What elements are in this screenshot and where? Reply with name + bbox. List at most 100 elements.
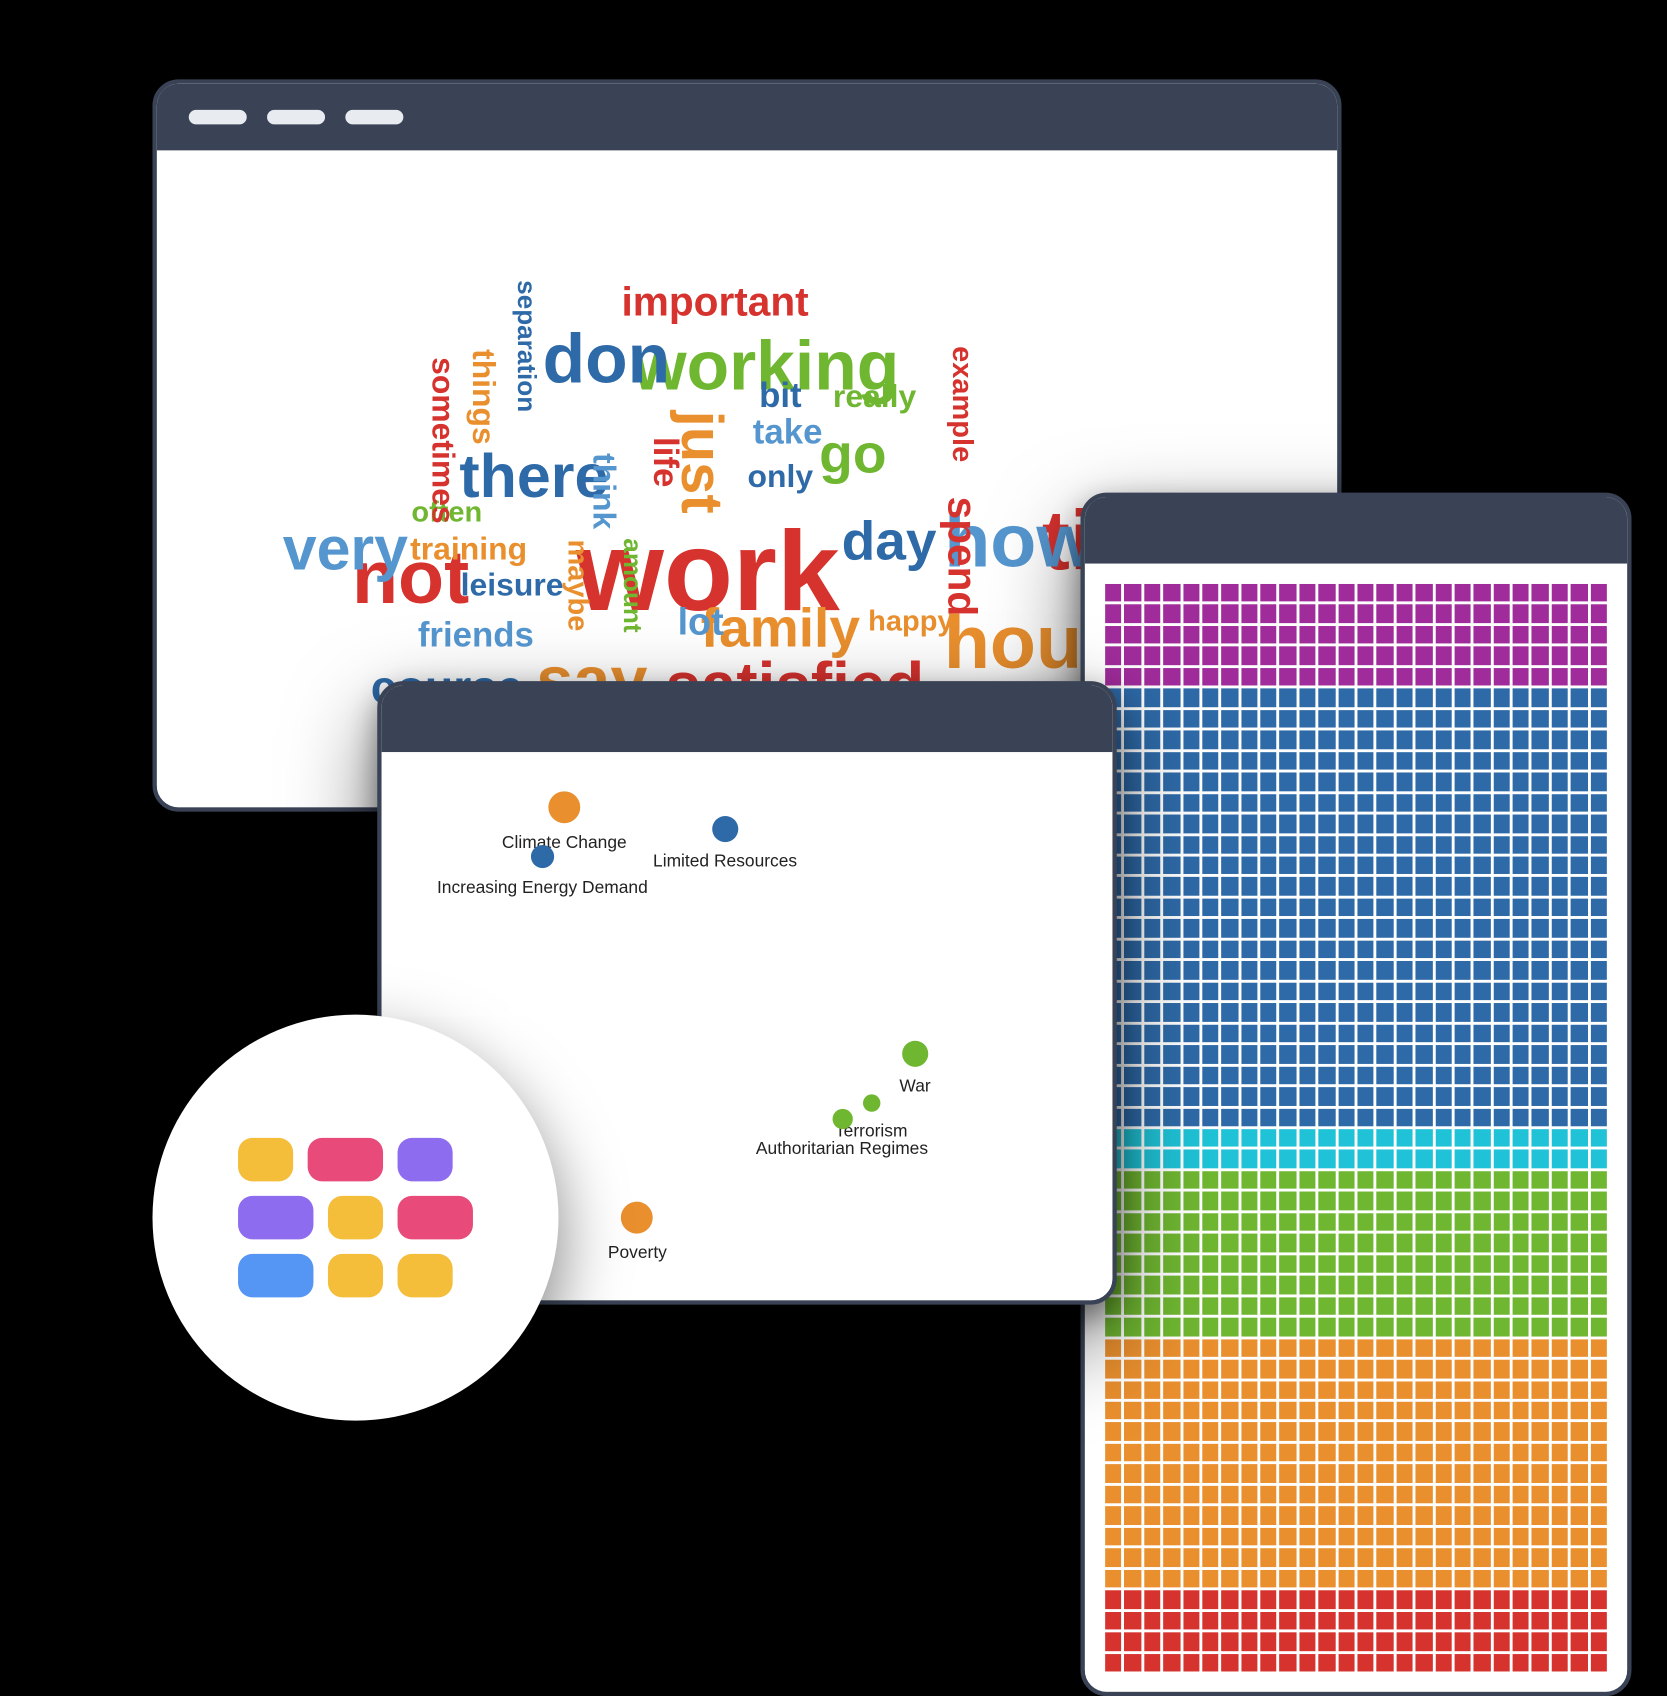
waffle-cell <box>1202 1402 1218 1420</box>
waffle-cell <box>1124 1150 1141 1168</box>
waffle-cell <box>1551 1486 1567 1504</box>
waffle-cell <box>1532 1045 1549 1063</box>
waffle-cell <box>1435 1611 1452 1629</box>
waffle-cell <box>1512 1632 1529 1650</box>
waffle-cell <box>1143 1066 1159 1084</box>
waffle-cell <box>1590 1108 1606 1126</box>
waffle-cell <box>1240 982 1256 1000</box>
waffle-cell <box>1105 1465 1121 1483</box>
waffle-cell <box>1279 1024 1296 1042</box>
waffle-cell <box>1357 1108 1374 1126</box>
waffle-cell <box>1202 1276 1218 1294</box>
waffle-cell <box>1512 1150 1529 1168</box>
waffle-cell <box>1221 1402 1238 1420</box>
waffle-cell <box>1376 1003 1393 1021</box>
waffle-cell <box>1124 1045 1141 1063</box>
waffle-cell <box>1590 1381 1606 1399</box>
waffle-cell <box>1202 919 1218 937</box>
waffle-cell <box>1221 1255 1238 1273</box>
waffle-cell <box>1240 584 1256 602</box>
waffle-cell <box>1357 1611 1374 1629</box>
waffle-cell <box>1221 1192 1238 1210</box>
waffle-cell <box>1143 1108 1159 1126</box>
waffle-cell <box>1396 1632 1412 1650</box>
waffle-cell <box>1124 940 1141 958</box>
waffle-cell <box>1182 1590 1199 1608</box>
waffle-cell <box>1143 1276 1159 1294</box>
waffle-cell <box>1163 899 1180 917</box>
waffle-cell <box>1240 1444 1256 1462</box>
wordcloud-word: amount <box>619 538 645 632</box>
waffle-cell <box>1338 1339 1354 1357</box>
waffle-cell <box>1570 899 1587 917</box>
waffle-cell <box>1124 919 1141 937</box>
waffle-cell <box>1163 1045 1180 1063</box>
waffle-cell <box>1357 794 1374 812</box>
waffle-cell <box>1396 1192 1412 1210</box>
waffle-cell <box>1163 605 1180 623</box>
waffle-cell <box>1357 1276 1374 1294</box>
wordcloud-word: think <box>587 453 619 529</box>
waffle-cell <box>1454 940 1470 958</box>
waffle-cell <box>1124 1171 1141 1189</box>
waffle-cell <box>1202 1192 1218 1210</box>
scatter-titlebar <box>381 685 1112 752</box>
waffle-cell <box>1143 647 1159 665</box>
waffle-cell <box>1163 1632 1180 1650</box>
waffle-cell <box>1590 1486 1606 1504</box>
waffle-cell <box>1318 1465 1335 1483</box>
waffle-cell <box>1493 1611 1509 1629</box>
waffle-cell <box>1163 1234 1180 1252</box>
waffle-cell <box>1532 794 1549 812</box>
waffle-cell <box>1260 1255 1277 1273</box>
waffle-grid <box>1105 584 1607 1672</box>
waffle-cell <box>1435 982 1452 1000</box>
waffle-cell <box>1435 584 1452 602</box>
waffle-cell <box>1512 1444 1529 1462</box>
waffle-cell <box>1570 1066 1587 1084</box>
waffle-cell <box>1376 1381 1393 1399</box>
waffle-cell <box>1124 689 1141 707</box>
waffle-cell <box>1570 1087 1587 1105</box>
waffle-cell <box>1124 1276 1141 1294</box>
waffle-cell <box>1551 836 1567 854</box>
waffle-cell <box>1338 1255 1354 1273</box>
waffle-cell <box>1240 1318 1256 1336</box>
wordcloud-word: family <box>700 601 859 656</box>
waffle-cell <box>1590 1339 1606 1357</box>
waffle-cell <box>1473 878 1490 896</box>
waffle-cell <box>1512 1234 1529 1252</box>
waffle-cell <box>1279 836 1296 854</box>
waffle-cell <box>1279 647 1296 665</box>
waffle-cell <box>1260 1129 1277 1147</box>
waffle-cell <box>1396 1087 1412 1105</box>
waffle-cell <box>1396 584 1412 602</box>
waffle-cell <box>1532 1402 1549 1420</box>
waffle-cell <box>1338 857 1354 875</box>
waffle-cell <box>1240 1192 1256 1210</box>
waffle-cell <box>1163 1129 1180 1147</box>
waffle-cell <box>1279 1486 1296 1504</box>
waffle-cell <box>1318 1192 1335 1210</box>
waffle-cell <box>1415 1213 1432 1231</box>
waffle-cell <box>1590 1611 1606 1629</box>
waffle-cell <box>1318 1339 1335 1357</box>
waffle-cell <box>1357 1087 1374 1105</box>
waffle-cell <box>1473 1255 1490 1273</box>
waffle-cell <box>1260 1570 1277 1588</box>
waffle-cell <box>1570 752 1587 770</box>
waffle-cell <box>1163 961 1180 979</box>
waffle-cell <box>1532 1276 1549 1294</box>
waffle-cell <box>1338 731 1354 749</box>
waffle-cell <box>1318 836 1335 854</box>
waffle-cell <box>1279 1465 1296 1483</box>
waffle-cell <box>1493 1423 1509 1441</box>
waffle-cell <box>1454 1024 1470 1042</box>
waffle-cell <box>1512 919 1529 937</box>
waffle-cell <box>1182 1507 1199 1525</box>
waffle-cell <box>1299 1318 1315 1336</box>
waffle-cell <box>1124 647 1141 665</box>
waffle-cell <box>1570 1213 1587 1231</box>
waffle-cell <box>1570 1528 1587 1546</box>
waffle-cell <box>1396 1590 1412 1608</box>
